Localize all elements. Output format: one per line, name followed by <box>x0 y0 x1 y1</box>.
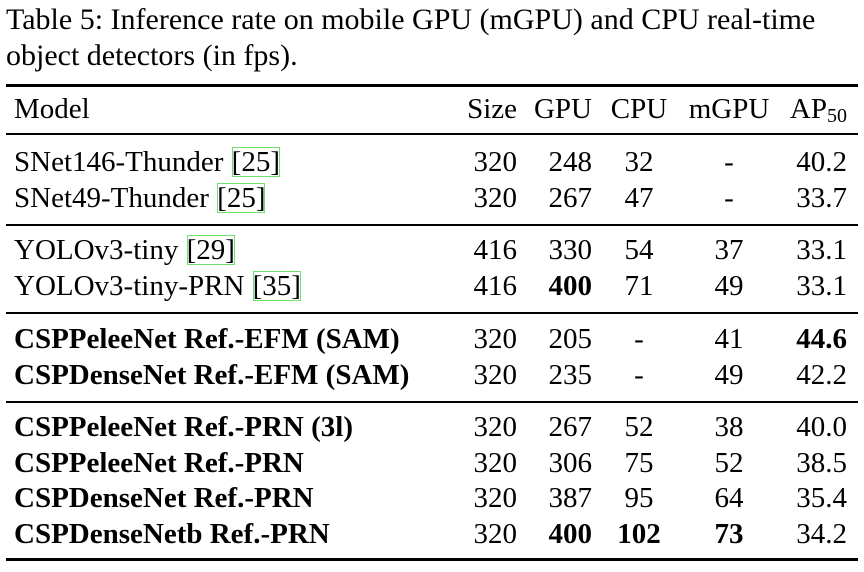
row-size: 320 <box>473 146 518 178</box>
row-size: 320 <box>473 447 518 479</box>
row-gpu: 248 <box>548 146 593 178</box>
table-row: YOLOv3-tiny-PRN [35] 416 400 71 49 33.1 <box>6 268 858 304</box>
table-row: CSPPeleeNet Ref.-PRN (3l) 320 267 52 38 … <box>6 409 858 445</box>
table-caption: Table 5: Inference rate on mobile GPU (m… <box>6 3 816 72</box>
row-size: 320 <box>473 411 518 443</box>
row-gpu: 306 <box>548 447 593 479</box>
group-rule <box>6 401 858 403</box>
row-size: 320 <box>473 359 518 391</box>
row-cpu: 71 <box>624 270 654 302</box>
row-model: CSPPeleeNet Ref.-PRN <box>14 447 304 479</box>
row-size: 416 <box>473 234 518 266</box>
row-model: CSPPeleeNet Ref.-PRN (3l) <box>14 411 353 443</box>
table-row: YOLOv3-tiny [29] 416 330 54 37 33.1 <box>6 232 858 268</box>
row-ap: 38.5 <box>796 447 847 479</box>
table-row: CSPDenseNet Ref.-EFM (SAM) 320 235 - 49 … <box>6 357 858 393</box>
table-row: CSPDenseNetb Ref.-PRN 320 400 102 73 34.… <box>6 516 858 552</box>
header-model: Model <box>14 93 90 125</box>
row-mgpu: - <box>724 182 734 214</box>
citation-link[interactable]: [25] <box>231 146 280 178</box>
row-gpu: 400 <box>548 518 593 550</box>
row-ap: 34.2 <box>796 518 847 550</box>
row-size: 416 <box>473 270 518 302</box>
header-cpu: CPU <box>610 93 668 125</box>
header-rule <box>6 133 858 135</box>
group-rule <box>6 224 858 226</box>
row-mgpu: 41 <box>714 323 744 355</box>
citation-link[interactable]: [35] <box>252 270 301 302</box>
row-mgpu: 49 <box>714 270 744 302</box>
table-row: SNet146-Thunder [25] 320 248 32 - 40.2 <box>6 144 858 180</box>
row-model: SNet49-Thunder [25] <box>14 182 266 214</box>
row-ap: 33.7 <box>796 182 847 214</box>
header-mgpu: mGPU <box>688 93 770 125</box>
row-gpu: 330 <box>548 234 593 266</box>
citation-link[interactable]: [25] <box>217 182 266 214</box>
table-row: CSPPeleeNet Ref.-PRN 320 306 75 52 38.5 <box>6 445 858 481</box>
row-gpu: 205 <box>548 323 593 355</box>
table-row: CSPDenseNet Ref.-PRN 320 387 95 64 35.4 <box>6 480 858 516</box>
row-gpu: 235 <box>548 359 593 391</box>
row-model: YOLOv3-tiny-PRN [35] <box>14 270 301 302</box>
row-model: CSPDenseNetb Ref.-PRN <box>14 518 330 550</box>
row-mgpu: 37 <box>714 234 744 266</box>
citation-link[interactable]: [29] <box>186 234 235 266</box>
row-cpu: 54 <box>624 234 654 266</box>
row-cpu: 95 <box>624 482 654 514</box>
row-size: 320 <box>473 482 518 514</box>
row-ap: 44.6 <box>796 323 847 355</box>
row-model: CSPDenseNet Ref.-EFM (SAM) <box>14 359 410 391</box>
header-row: Model Size GPU CPU mGPU AP50 <box>6 91 858 127</box>
group-rule <box>6 312 858 314</box>
row-size: 320 <box>473 518 518 550</box>
row-cpu: 102 <box>617 518 661 550</box>
row-gpu: 400 <box>548 270 593 302</box>
row-mgpu: 64 <box>714 482 744 514</box>
row-model: CSPDenseNet Ref.-PRN <box>14 482 314 514</box>
row-cpu: 52 <box>624 411 654 443</box>
row-ap: 40.2 <box>796 146 847 178</box>
row-mgpu: - <box>724 146 734 178</box>
row-cpu: 47 <box>624 182 654 214</box>
table-row: SNet49-Thunder [25] 320 267 47 - 33.7 <box>6 180 858 216</box>
row-gpu: 267 <box>548 182 593 214</box>
header-gpu: GPU <box>533 93 592 125</box>
row-ap: 40.0 <box>796 411 847 443</box>
row-mgpu: 49 <box>714 359 744 391</box>
row-size: 320 <box>473 182 518 214</box>
row-gpu: 267 <box>548 411 593 443</box>
row-cpu: - <box>634 359 644 391</box>
header-size: Size <box>467 93 517 125</box>
row-ap: 33.1 <box>796 234 847 266</box>
row-ap: 35.4 <box>796 482 847 514</box>
row-ap: 42.2 <box>796 359 847 391</box>
row-mgpu: 52 <box>714 447 744 479</box>
top-rule <box>6 84 858 87</box>
table-row: CSPPeleeNet Ref.-EFM (SAM) 320 205 - 41 … <box>6 321 858 357</box>
row-cpu: - <box>634 323 644 355</box>
row-model: CSPPeleeNet Ref.-EFM (SAM) <box>14 323 400 355</box>
row-gpu: 387 <box>548 482 593 514</box>
row-model: SNet146-Thunder [25] <box>14 146 280 178</box>
row-cpu: 75 <box>624 447 654 479</box>
row-model: YOLOv3-tiny [29] <box>14 234 235 266</box>
header-ap: AP50 <box>789 93 847 127</box>
row-cpu: 32 <box>624 146 654 178</box>
row-size: 320 <box>473 323 518 355</box>
bottom-rule <box>6 558 858 561</box>
row-mgpu: 73 <box>714 518 744 550</box>
row-ap: 33.1 <box>796 270 847 302</box>
row-mgpu: 38 <box>714 411 744 443</box>
